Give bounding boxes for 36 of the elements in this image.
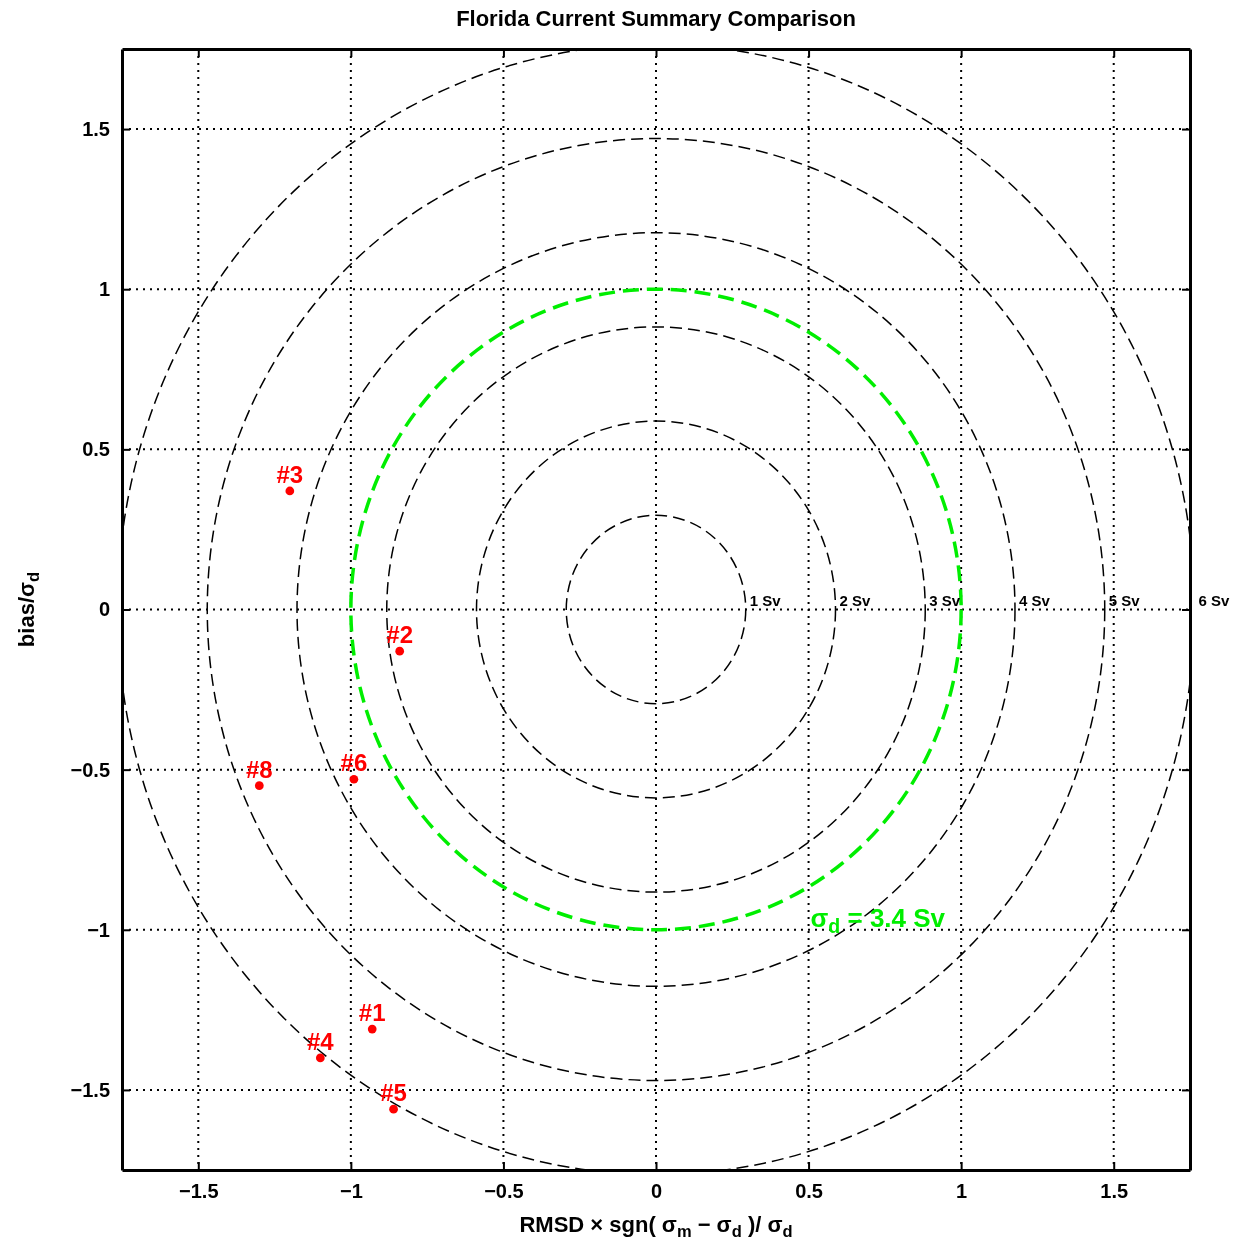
series-label: #1 [358, 999, 386, 1027]
y-tick-label: −0.5 [70, 758, 110, 781]
point [285, 486, 295, 496]
point [367, 1024, 377, 1034]
series-label: #6 [340, 749, 368, 777]
y-tick-label: 0 [98, 598, 110, 621]
x-tick-label: 1 [956, 1180, 968, 1203]
series-label: #4 [306, 1027, 335, 1055]
x-tick-label: 0 [650, 1180, 663, 1203]
point [395, 646, 405, 656]
annotation: 1 Sv [749, 591, 782, 609]
y-tick-label: 1.5 [82, 117, 110, 140]
y-tick-label: −1 [87, 918, 110, 941]
x-tick-label: −0.5 [484, 1180, 524, 1203]
x-tick-label: 0.5 [795, 1180, 823, 1203]
annotation: 4 Sv [1018, 591, 1051, 609]
x-tick-label: −1 [339, 1180, 363, 1203]
x-axis-title: RMSD × sgn( σ$_{m}$ − σ$_{d}$ )/ σ$_{d}$ [519, 1212, 793, 1241]
point [389, 1104, 398, 1114]
point [254, 781, 264, 791]
annotation: 5 Sv [1108, 591, 1141, 609]
y-tick-label: 1 [98, 278, 110, 301]
y-tick-label: −1.5 [70, 1078, 110, 1101]
series-label: #5 [380, 1079, 407, 1107]
chart-title: Florida Current Summary Comparison [456, 6, 856, 31]
series-label: #8 [245, 755, 273, 783]
annotation: σ$_{d}$ = 3.4 Sv [810, 902, 946, 937]
x-tick-label: 1.5 [1100, 1180, 1129, 1203]
point [315, 1053, 325, 1063]
text: 6 Sv [1198, 591, 1230, 609]
annotation: 2 Sv [839, 591, 872, 609]
x-tick-label: −1.5 [179, 1180, 219, 1203]
point [349, 774, 359, 784]
y-tick-label: 0.5 [82, 438, 110, 461]
series-label: #2 [386, 621, 414, 649]
series-label: #3 [276, 460, 304, 488]
